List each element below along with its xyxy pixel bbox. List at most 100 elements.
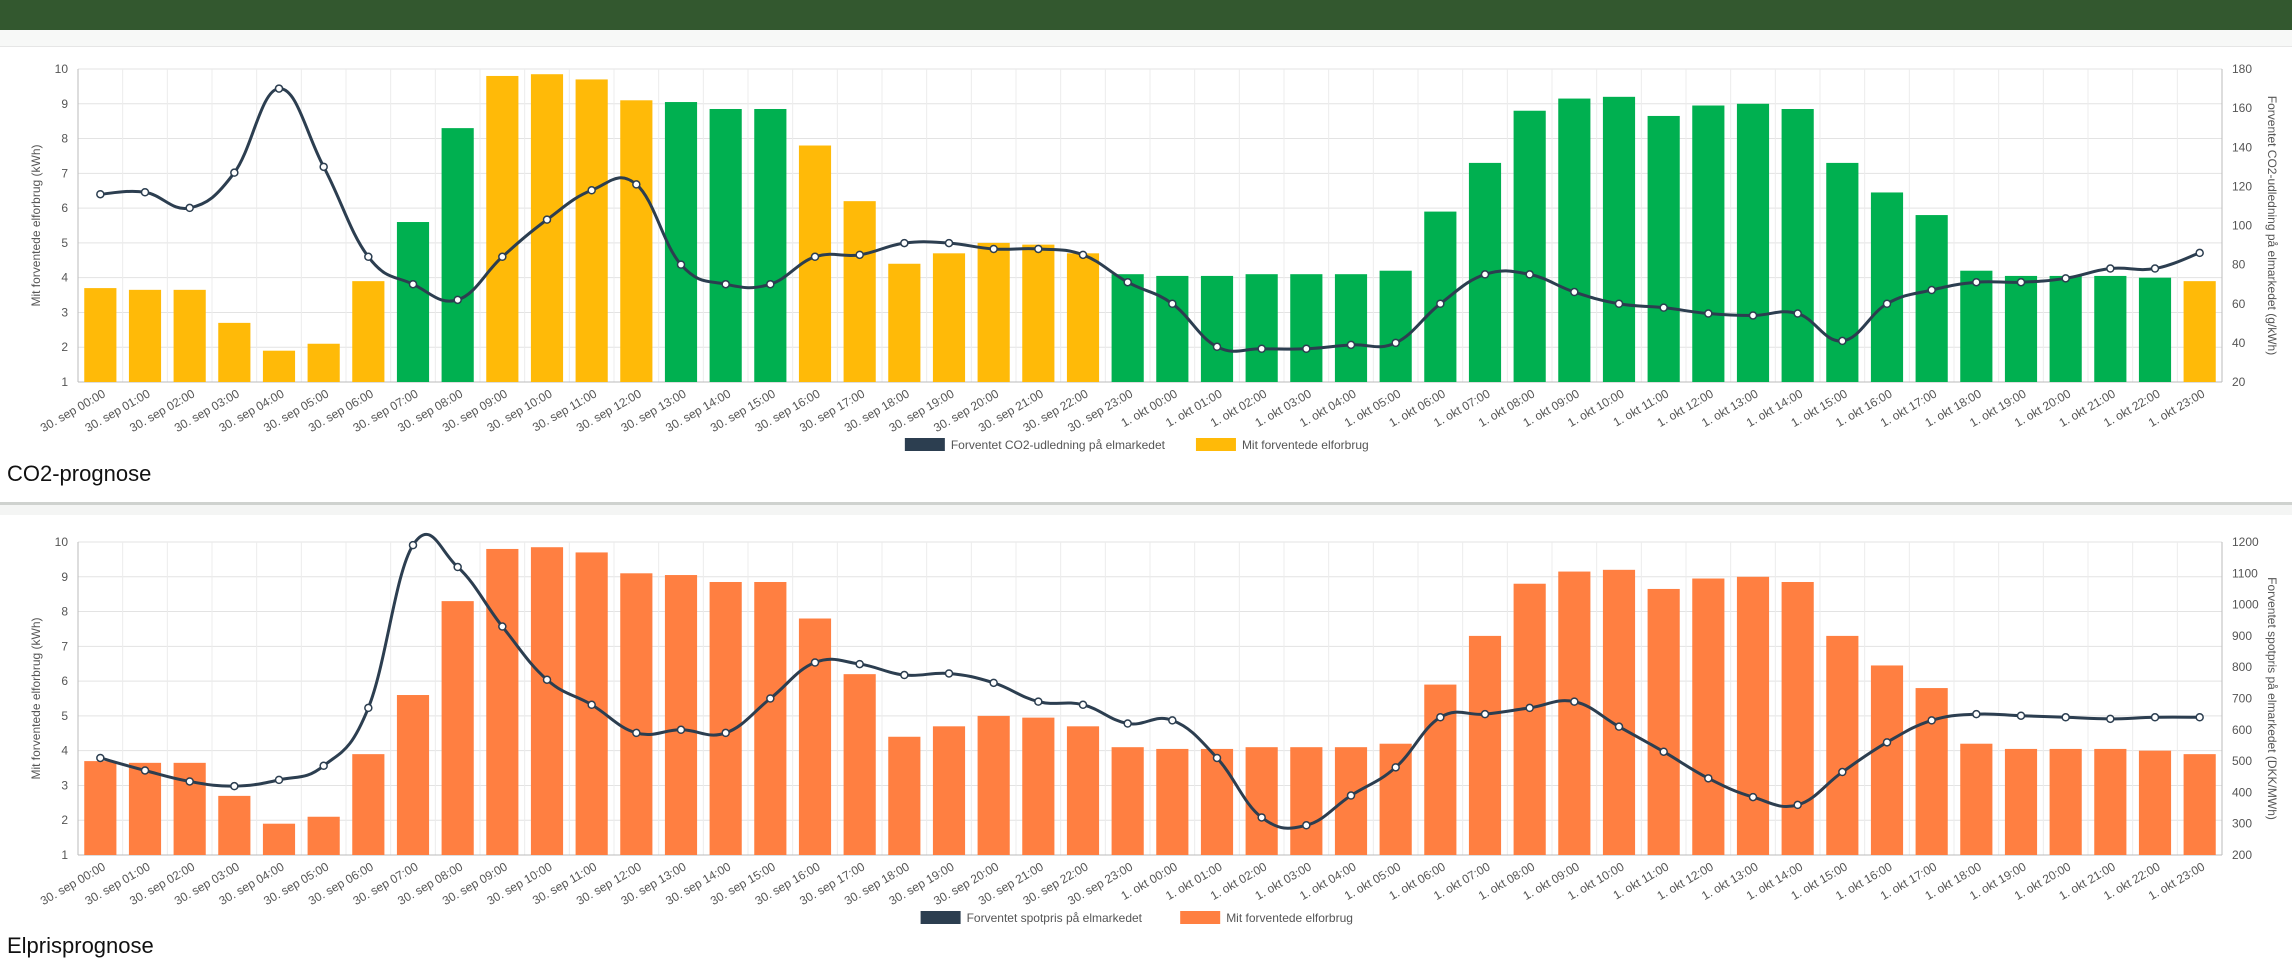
line-point (1257, 813, 1266, 822)
bar (1692, 578, 1725, 855)
bar (1245, 747, 1278, 855)
bar (1960, 270, 1993, 382)
y-right-tick-label: 300 (2232, 817, 2252, 831)
line-point (1748, 311, 1758, 320)
legend-swatch-line (920, 911, 961, 924)
bar (843, 674, 876, 855)
bar (1290, 274, 1323, 382)
top-navigation-bar (0, 0, 2292, 30)
y-left-tick-label: 4 (61, 271, 68, 285)
section-divider (0, 502, 2292, 505)
bar (1334, 274, 1368, 382)
line-point (810, 658, 820, 667)
line-point (274, 775, 284, 785)
bar (1290, 747, 1323, 855)
bar (1736, 103, 1770, 383)
line-point (2016, 711, 2026, 720)
line-point (1659, 747, 1668, 756)
bar (2138, 750, 2172, 855)
line-point (1525, 703, 1534, 713)
line-point (364, 252, 373, 262)
line-point (1480, 270, 1490, 279)
bar (1870, 192, 1904, 382)
y-left-tick-label: 8 (61, 132, 68, 146)
section-title-co2: CO2-prognose (7, 461, 152, 486)
legend-label-bar: Mit forventede elforbrug (1226, 911, 1353, 925)
price-forecast-chart: 1 2 3 4 5 6 7 8 9 10 200 300 400 500 600 700 800 900 1000 1… (29, 532, 2279, 925)
bar (1602, 569, 1636, 855)
y-left-tick-label: 3 (61, 305, 68, 319)
y-left-tick-label: 4 (61, 744, 68, 758)
line-point (408, 279, 418, 289)
y-left-tick-label: 5 (61, 236, 68, 250)
line-point (587, 186, 596, 195)
bar (530, 547, 564, 855)
line-point (587, 700, 596, 710)
line-point (408, 540, 418, 550)
legend-label-line: Forventet spotpris på elmarkedet (967, 911, 1143, 925)
bar (128, 289, 162, 382)
line-point (855, 250, 864, 260)
bar (2049, 748, 2082, 855)
bar (1066, 726, 1100, 855)
bar (888, 736, 921, 855)
bar (2094, 748, 2127, 855)
line-point (185, 203, 194, 213)
bar (262, 823, 296, 855)
line-point (2016, 277, 2026, 287)
bar (977, 242, 1010, 382)
bar (1200, 748, 1234, 855)
line-point (364, 703, 373, 713)
line-point (542, 215, 552, 224)
line-point (1078, 700, 1088, 710)
bar (843, 201, 876, 382)
y-left-axis-title: Mit forventede elforbrug (kWh) (29, 144, 43, 306)
bar (2138, 277, 2172, 382)
bar (218, 795, 251, 855)
y-left-tick-label: 8 (61, 605, 68, 619)
bar (754, 108, 787, 382)
bar (1781, 108, 1814, 382)
line-point (2061, 713, 2070, 722)
bar (2183, 754, 2216, 855)
line-point (1436, 713, 1445, 722)
bar (1736, 576, 1770, 855)
bar (396, 695, 430, 855)
bar (396, 222, 430, 382)
line-point (900, 670, 909, 680)
line-point (498, 252, 507, 262)
bar (932, 726, 966, 855)
bar (1379, 743, 1412, 855)
bar (1022, 244, 1055, 382)
legend-swatch-bar (1195, 438, 1236, 451)
legend-label-bar: Mit forventede elforbrug (1242, 438, 1369, 452)
line-point (1346, 791, 1356, 800)
y-right-tick-label: 120 (2232, 179, 2252, 193)
line-point (1570, 287, 1579, 297)
bar (1513, 110, 1546, 382)
bar (709, 108, 742, 382)
line-point (989, 244, 998, 254)
bar (664, 575, 698, 855)
bar (486, 75, 519, 382)
line-point (319, 162, 328, 172)
legend-swatch-bar (1180, 911, 1221, 924)
line-point (1436, 299, 1445, 308)
line-point (542, 675, 552, 684)
bar (1915, 688, 1948, 855)
y-right-tick-label: 1000 (2232, 598, 2259, 612)
bar (84, 288, 117, 382)
bar (1066, 253, 1100, 382)
line-point (230, 168, 239, 177)
bar (1826, 635, 1859, 855)
bar (1111, 747, 1144, 855)
line-point (230, 781, 239, 791)
line-point (1882, 738, 1892, 747)
line-point (721, 279, 730, 289)
bar (1334, 747, 1368, 855)
line-point (676, 260, 686, 269)
bar (352, 754, 385, 855)
line-point (185, 777, 194, 786)
line-point (1034, 697, 1043, 706)
